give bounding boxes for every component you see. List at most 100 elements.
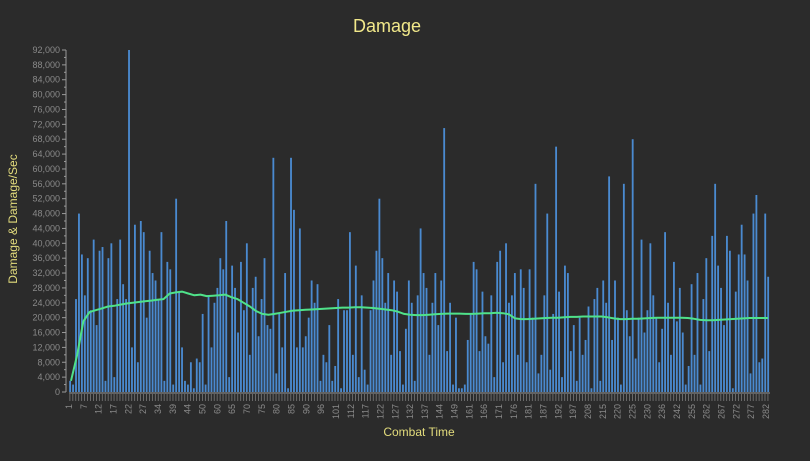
damage-bar xyxy=(540,354,543,392)
damage-bar xyxy=(593,299,596,392)
damage-bar xyxy=(287,388,289,392)
damage-bar xyxy=(290,157,292,392)
damage-bar xyxy=(731,388,734,392)
damage-bar xyxy=(564,265,566,392)
damage-bar xyxy=(667,302,669,392)
y-tick-label: 88,000 xyxy=(32,60,60,70)
damage-bar xyxy=(717,265,720,392)
damage-bar xyxy=(508,302,510,392)
y-axis: 0 4,000 8,000 12,000 16,000 20,000 24,000 28,00… xyxy=(32,45,67,397)
x-tick-label: 17 xyxy=(109,404,119,414)
damage-bar xyxy=(184,380,186,392)
y-tick-label: 28,000 xyxy=(32,283,60,293)
damage-bar xyxy=(578,317,581,392)
damage-bar xyxy=(142,232,145,392)
x-tick-label: 176 xyxy=(509,404,519,419)
damage-bar xyxy=(378,198,381,392)
y-tick-label: 72,000 xyxy=(32,119,60,129)
damage-bar xyxy=(761,358,764,392)
y-tick-label: 0 xyxy=(55,387,60,397)
damage-bar xyxy=(587,306,590,392)
x-tick-label: 39 xyxy=(168,404,178,414)
x-tick-label: 34 xyxy=(153,404,163,414)
damage-bar xyxy=(596,287,599,392)
damage-bar xyxy=(658,362,661,392)
damage-bar xyxy=(416,295,419,392)
damage-bar xyxy=(446,351,449,392)
damage-bar xyxy=(393,280,396,392)
damage-bar xyxy=(210,347,213,392)
damage-bar xyxy=(767,276,770,392)
y-tick-label: 80,000 xyxy=(32,90,60,100)
damage-bar xyxy=(437,325,440,392)
damage-bar xyxy=(69,380,72,392)
damage-bar xyxy=(340,388,342,392)
damage-bar xyxy=(237,332,239,392)
x-tick-label: 1 xyxy=(64,404,74,409)
damage-bar xyxy=(360,295,363,392)
damage-bar xyxy=(189,362,192,392)
damage-bar xyxy=(313,302,316,392)
damage-bar xyxy=(86,258,89,392)
x-tick-label: 96 xyxy=(316,404,326,414)
damage-bar xyxy=(396,291,398,392)
damage-bar xyxy=(213,302,216,392)
damage-bar xyxy=(204,384,207,392)
damage-bar xyxy=(148,250,151,392)
damage-bar xyxy=(502,362,504,392)
y-tick-label: 64,000 xyxy=(32,149,60,159)
x-tick-label: 149 xyxy=(450,404,460,419)
damage-bar xyxy=(363,369,366,392)
damage-bar xyxy=(80,254,83,392)
damage-bar xyxy=(561,377,563,392)
x-tick-label: 44 xyxy=(183,404,193,414)
damage-bar xyxy=(181,347,183,392)
damage-bar xyxy=(584,339,587,392)
damage-bar xyxy=(519,269,522,392)
damage-bar xyxy=(399,351,401,392)
damage-bar xyxy=(354,265,357,392)
damage-bar xyxy=(637,317,640,392)
damage-bar xyxy=(690,284,693,392)
damage-bar xyxy=(275,373,278,392)
damage-bar xyxy=(681,332,684,392)
damage-bar xyxy=(222,269,225,392)
damage-bar xyxy=(696,273,699,392)
x-tick-label: 161 xyxy=(464,404,474,419)
x-tick-label: 70 xyxy=(242,404,252,414)
y-tick-label: 92,000 xyxy=(32,45,60,55)
damage-bar xyxy=(346,310,348,392)
damage-bar xyxy=(708,351,711,392)
x-tick-label: 272 xyxy=(731,404,741,419)
damage-bar xyxy=(316,284,319,392)
damage-bar xyxy=(549,369,552,392)
damage-bar xyxy=(496,261,499,392)
damage-bar xyxy=(263,258,266,392)
damage-bar xyxy=(169,269,172,392)
damage-bar xyxy=(98,250,101,392)
y-tick-label: 48,000 xyxy=(32,209,60,219)
damage-bar xyxy=(307,317,310,392)
damage-bar xyxy=(78,213,80,392)
damage-bar xyxy=(605,302,608,392)
damage-bar xyxy=(245,243,248,392)
damage-bar xyxy=(531,317,534,392)
damage-bar xyxy=(484,336,487,392)
damage-bar xyxy=(242,310,245,392)
damage-bar xyxy=(192,388,195,392)
damage-bar xyxy=(749,373,752,392)
damage-bar xyxy=(675,321,678,392)
damage-bar xyxy=(151,273,154,392)
damage-bar xyxy=(425,287,428,392)
damage-bar xyxy=(499,250,502,392)
damage-bar xyxy=(699,384,702,392)
x-tick-label: 225 xyxy=(628,404,638,419)
damage-bar xyxy=(537,373,540,392)
x-tick-label: 166 xyxy=(479,404,489,419)
damage-bar xyxy=(705,258,708,392)
damage-bar xyxy=(758,362,761,392)
x-tick-label: 255 xyxy=(687,404,697,419)
damage-bar xyxy=(428,354,431,392)
damage-bar xyxy=(590,388,593,392)
